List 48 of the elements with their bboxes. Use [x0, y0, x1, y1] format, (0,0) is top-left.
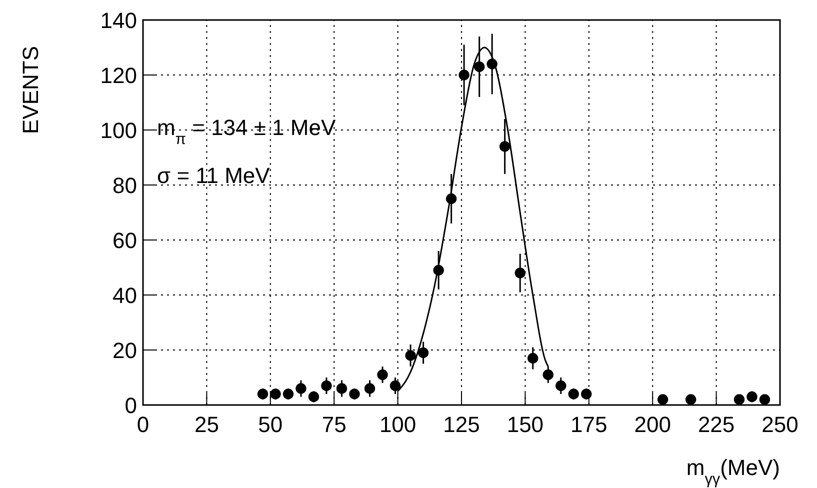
y-tick-label: 80: [112, 173, 137, 198]
y-tick-label: 40: [112, 283, 137, 308]
point: [474, 61, 485, 72]
point: [405, 350, 416, 361]
point: [568, 388, 579, 400]
point: [746, 391, 758, 402]
y-tick-label: 120: [100, 63, 137, 88]
x-tick-label: 75: [322, 412, 346, 437]
point: [514, 268, 526, 278]
point: [759, 394, 770, 405]
y-tick-label: 20: [112, 338, 137, 363]
point: [542, 369, 554, 380]
x-tick-label: 200: [634, 412, 671, 437]
point: [336, 383, 348, 394]
x-tick-label: 225: [698, 412, 735, 437]
x-tick-label: 50: [258, 412, 283, 437]
annotation: σ = 11 MeV: [157, 163, 270, 188]
x-tick-label: 100: [379, 412, 416, 437]
x-tick-label: 250: [762, 412, 798, 437]
y-tick-label: 140: [100, 8, 137, 33]
point: [257, 388, 268, 400]
point: [390, 380, 401, 392]
point: [685, 394, 696, 405]
point: [556, 380, 566, 392]
point: [657, 394, 668, 405]
y-tick-label: 100: [100, 118, 137, 143]
y-tick-label: 0: [124, 393, 137, 418]
point: [282, 388, 294, 400]
point: [270, 388, 281, 400]
x-tick-label: 150: [506, 412, 544, 437]
point: [364, 383, 376, 394]
x-tick-label: 175: [570, 412, 608, 437]
point: [527, 352, 538, 364]
y-axis-title: EVENTS: [18, 46, 43, 134]
point: [418, 347, 429, 358]
point: [581, 388, 592, 400]
point: [458, 70, 470, 80]
x-axis-title: m$_{γγ}$(MeV): [686, 455, 780, 488]
point: [499, 141, 510, 152]
point: [734, 394, 745, 405]
x-tick-label: 25: [194, 412, 219, 437]
point: [321, 380, 332, 392]
x-tick-label: 125: [443, 412, 480, 437]
point: [349, 388, 360, 400]
point: [296, 383, 306, 394]
point: [308, 391, 320, 402]
y-tick-label: 60: [112, 228, 137, 253]
point: [377, 369, 388, 380]
